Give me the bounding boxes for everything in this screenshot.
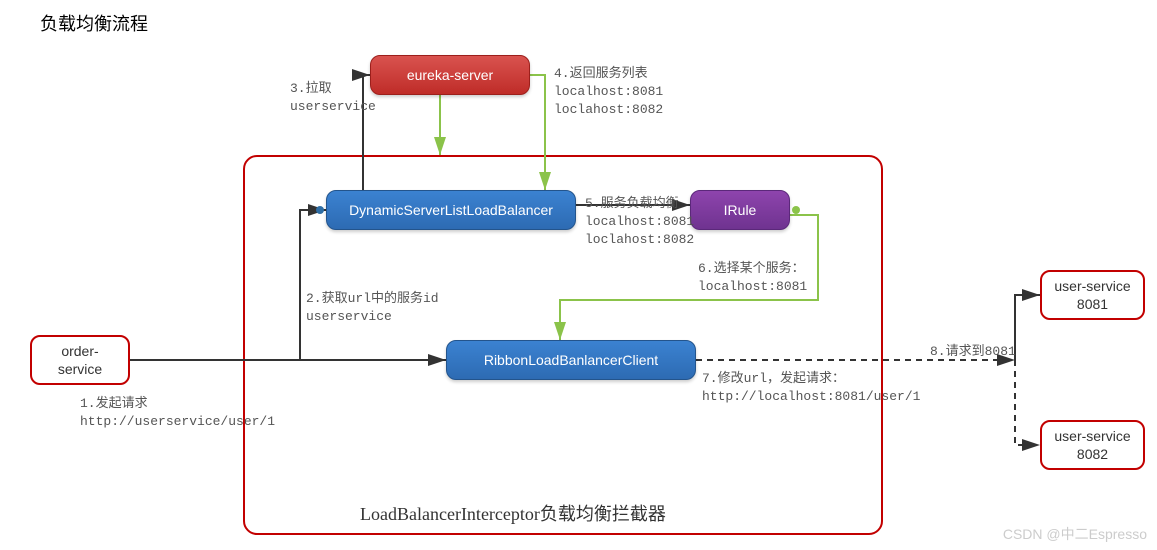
node-label: order- service bbox=[58, 342, 102, 378]
node-irule: IRule bbox=[690, 190, 790, 230]
connection-dot bbox=[792, 206, 800, 214]
node-order-service: order- service bbox=[30, 335, 130, 385]
edge-e9 bbox=[1015, 360, 1040, 445]
label-step-7: 7.修改url，发起请求： http://localhost:8081/user… bbox=[702, 370, 920, 406]
node-user-service-8081: user-service 8081 bbox=[1040, 270, 1145, 320]
diagram-canvas: 负载均衡流程 eureka-server DynamicServerListLo… bbox=[0, 0, 1157, 550]
diagram-title: 负载均衡流程 bbox=[40, 10, 148, 36]
node-label: DynamicServerListLoadBalancer bbox=[349, 201, 553, 219]
node-eureka-server: eureka-server bbox=[370, 55, 530, 95]
label-step-8: 8.请求到8081 bbox=[930, 343, 1016, 361]
label-step-5: 5.服务负载均衡 localhost:8081 loclahost:8082 bbox=[585, 195, 694, 250]
node-user-service-8082: user-service 8082 bbox=[1040, 420, 1145, 470]
label-step-2: 2.获取url中的服务id userservice bbox=[306, 290, 439, 326]
node-label: IRule bbox=[724, 201, 757, 219]
node-label: RibbonLoadBanlancerClient bbox=[484, 351, 658, 369]
label-step-4: 4.返回服务列表 localhost:8081 loclahost:8082 bbox=[554, 65, 663, 120]
node-dynamic-server-list-lb: DynamicServerListLoadBalancer bbox=[326, 190, 576, 230]
interceptor-caption: LoadBalancerInterceptor负载均衡拦截器 bbox=[360, 500, 666, 526]
node-label: eureka-server bbox=[407, 66, 493, 84]
node-label: user-service 8081 bbox=[1054, 277, 1130, 313]
edge-e8 bbox=[1015, 295, 1040, 360]
node-label: user-service 8082 bbox=[1054, 427, 1130, 463]
node-ribbon-client: RibbonLoadBanlancerClient bbox=[446, 340, 696, 380]
label-step-3: 3.拉取 userservice bbox=[290, 80, 376, 116]
connection-dot bbox=[316, 206, 324, 214]
label-step-6: 6.选择某个服务： localhost:8081 bbox=[698, 260, 807, 296]
watermark: CSDN @中二Espresso bbox=[1003, 524, 1147, 544]
label-step-1: 1.发起请求 http://userservice/user/1 bbox=[80, 395, 275, 431]
